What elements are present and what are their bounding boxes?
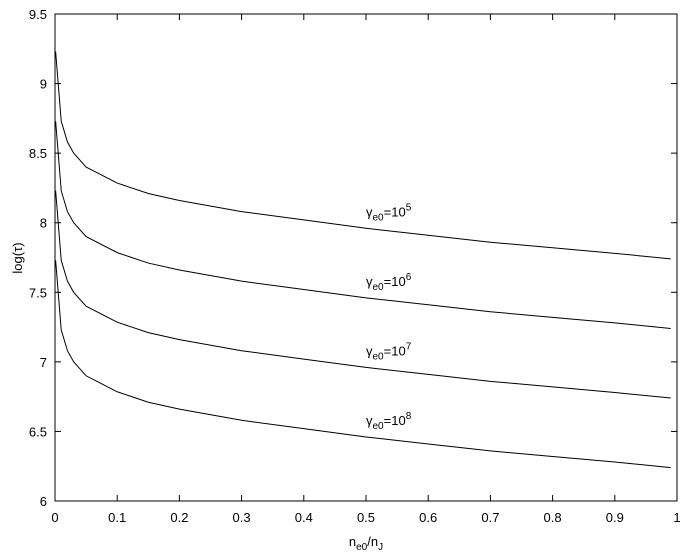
y-tick-label: 7 bbox=[40, 355, 47, 370]
label-symbol: γ bbox=[366, 204, 373, 219]
label-exponent: 5 bbox=[406, 202, 412, 213]
label-exponent: 7 bbox=[406, 341, 412, 352]
series-line bbox=[55, 51, 671, 260]
label-symbol: γ bbox=[366, 343, 373, 358]
label-exponent: 8 bbox=[406, 411, 412, 422]
label-symbol: γ bbox=[366, 413, 373, 428]
x-tick-label: 1 bbox=[673, 510, 680, 525]
x-tick-label: 0.1 bbox=[108, 510, 126, 525]
label-base: =10 bbox=[384, 274, 406, 289]
label-symbol: γ bbox=[366, 274, 373, 289]
x-tick-label: 0.6 bbox=[419, 510, 437, 525]
label-subscript: e0 bbox=[373, 351, 385, 362]
y-tick-label: 6.5 bbox=[29, 424, 47, 439]
series-line bbox=[55, 190, 671, 399]
x-label-sub: e0 bbox=[356, 542, 368, 553]
y-tick-label: 8.5 bbox=[29, 146, 47, 161]
x-label-sub: J bbox=[378, 542, 383, 553]
series-label: γe0=107 bbox=[366, 341, 412, 362]
x-tick-label: 0.5 bbox=[357, 510, 375, 525]
label-exponent: 6 bbox=[406, 272, 412, 283]
y-tick-label: 9.5 bbox=[29, 7, 47, 22]
y-tick-label: 7.5 bbox=[29, 285, 47, 300]
x-label-part: n bbox=[349, 534, 356, 549]
x-axis-label: ne0/nJ bbox=[349, 534, 383, 553]
y-tick-label: 9 bbox=[40, 77, 47, 92]
x-tick-label: 0.7 bbox=[481, 510, 499, 525]
label-subscript: e0 bbox=[373, 421, 385, 432]
x-tick-label: 0 bbox=[51, 510, 58, 525]
x-tick-label: 0.3 bbox=[233, 510, 251, 525]
series-label: γe0=108 bbox=[366, 411, 412, 432]
label-base: =10 bbox=[384, 413, 406, 428]
x-tick-label: 0.9 bbox=[606, 510, 624, 525]
series-line bbox=[55, 121, 671, 329]
x-tick-label: 0.4 bbox=[295, 510, 313, 525]
series-label: γe0=105 bbox=[366, 202, 412, 223]
label-subscript: e0 bbox=[373, 282, 385, 293]
label-base: =10 bbox=[384, 204, 406, 219]
x-label-part: /n bbox=[367, 534, 378, 549]
series-label: γe0=106 bbox=[366, 272, 412, 293]
y-tick-label: 8 bbox=[40, 216, 47, 231]
series-line bbox=[55, 260, 671, 469]
label-subscript: e0 bbox=[373, 212, 385, 223]
y-axis-label: log(τ) bbox=[10, 242, 25, 273]
y-tick-label: 6 bbox=[40, 494, 47, 509]
label-base: =10 bbox=[384, 343, 406, 358]
x-tick-label: 0.8 bbox=[544, 510, 562, 525]
x-tick-label: 0.2 bbox=[170, 510, 188, 525]
